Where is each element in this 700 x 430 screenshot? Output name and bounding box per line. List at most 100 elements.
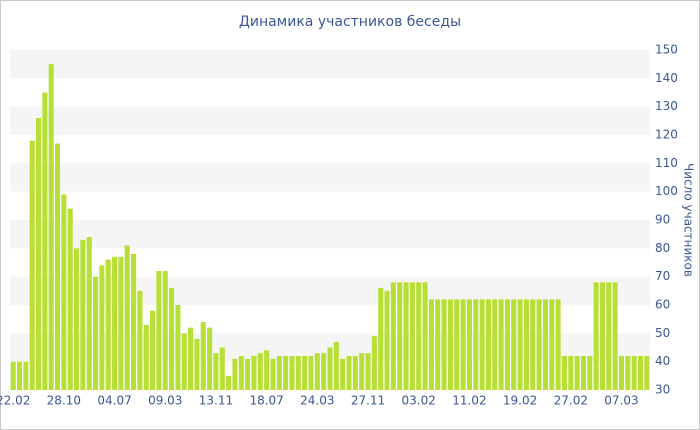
bar: [422, 282, 428, 390]
bar: [371, 336, 377, 390]
bar: [156, 271, 162, 390]
x-tick-label: 24.03: [300, 394, 334, 408]
bar: [194, 339, 200, 390]
bar: [346, 356, 352, 390]
bar: [612, 282, 618, 390]
bar: [536, 299, 542, 390]
bar: [314, 353, 320, 390]
chart-title: Динамика участников беседы: [239, 14, 461, 30]
grid-stripe: [10, 106, 650, 135]
bar: [447, 299, 453, 390]
x-tick-label: 27.11: [351, 394, 385, 408]
bar: [169, 288, 175, 390]
bar: [397, 282, 403, 390]
bar: [428, 299, 434, 390]
y-tick-label: 60: [655, 298, 670, 312]
x-tick-label: 22.02: [0, 394, 30, 408]
bar: [644, 356, 650, 390]
bar: [175, 305, 181, 390]
bar: [352, 356, 358, 390]
bar: [485, 299, 491, 390]
bar: [637, 356, 644, 390]
bar: [568, 356, 574, 390]
bar: [143, 324, 149, 390]
bar: [517, 299, 523, 390]
bar: [226, 375, 232, 390]
bar: [454, 299, 460, 390]
bar: [213, 353, 219, 390]
y-tick-label: 50: [655, 326, 670, 340]
bar: [409, 282, 415, 390]
bar: [181, 333, 187, 390]
x-tick-label: 03.02: [402, 394, 436, 408]
bar: [523, 299, 529, 390]
bar: [29, 140, 35, 390]
bar: [390, 282, 396, 390]
bar: [219, 347, 225, 390]
y-tick-label: 110: [655, 156, 678, 170]
bar: [93, 276, 99, 390]
bar: [378, 288, 384, 390]
grid-stripe: [10, 220, 650, 249]
bar: [61, 194, 67, 390]
bar: [257, 353, 263, 390]
bar: [460, 299, 466, 390]
bar: [498, 299, 504, 390]
bar: [295, 356, 301, 390]
bar: [42, 92, 48, 390]
bar: [631, 356, 637, 390]
bar: [625, 356, 631, 390]
bar: [16, 361, 23, 390]
bar: [492, 299, 498, 390]
y-tick-label: 80: [655, 241, 670, 255]
bar: [150, 310, 156, 390]
bar: [188, 327, 194, 390]
bar: [245, 358, 251, 390]
bar: [441, 299, 447, 390]
x-tick-label: 07.03: [604, 394, 638, 408]
x-tick-label: 04.07: [97, 394, 131, 408]
bar: [302, 356, 308, 390]
x-tick-label: 09.03: [148, 394, 182, 408]
bar: [207, 327, 213, 390]
y-tick-label: 100: [655, 184, 678, 198]
bar: [403, 282, 409, 390]
bar: [232, 358, 238, 390]
bar: [131, 254, 137, 390]
bar: [67, 208, 73, 390]
bar: [308, 356, 314, 390]
bar: [162, 271, 168, 390]
bar: [549, 299, 555, 390]
bar: [555, 299, 561, 390]
bar: [124, 245, 130, 390]
bar: [289, 356, 295, 390]
bar: [99, 265, 105, 390]
bar: [574, 356, 580, 390]
bar: [283, 356, 289, 390]
bar: [270, 358, 276, 390]
bar: [23, 361, 29, 390]
bar: [593, 282, 599, 390]
bar: [74, 248, 80, 390]
y-tick-label: 120: [655, 128, 678, 142]
y-axis-title: Число участников: [682, 163, 696, 277]
bar: [54, 143, 61, 390]
bar: [276, 356, 282, 390]
bar: [359, 353, 365, 390]
bar: [86, 237, 92, 390]
bar: [137, 290, 143, 390]
x-tick-label: 18.07: [249, 394, 283, 408]
bar: [321, 353, 327, 390]
bar: [511, 299, 517, 390]
y-tick-label: 70: [655, 269, 670, 283]
bar: [118, 256, 124, 390]
bar: [105, 259, 111, 390]
bar: [48, 64, 54, 391]
bar: [479, 299, 485, 390]
bar: [200, 322, 206, 390]
y-tick-label: 150: [655, 43, 678, 57]
x-tick-label: 11.02: [452, 394, 486, 408]
bar: [618, 356, 625, 390]
y-tick-label: 140: [655, 71, 678, 85]
bar: [580, 356, 586, 390]
